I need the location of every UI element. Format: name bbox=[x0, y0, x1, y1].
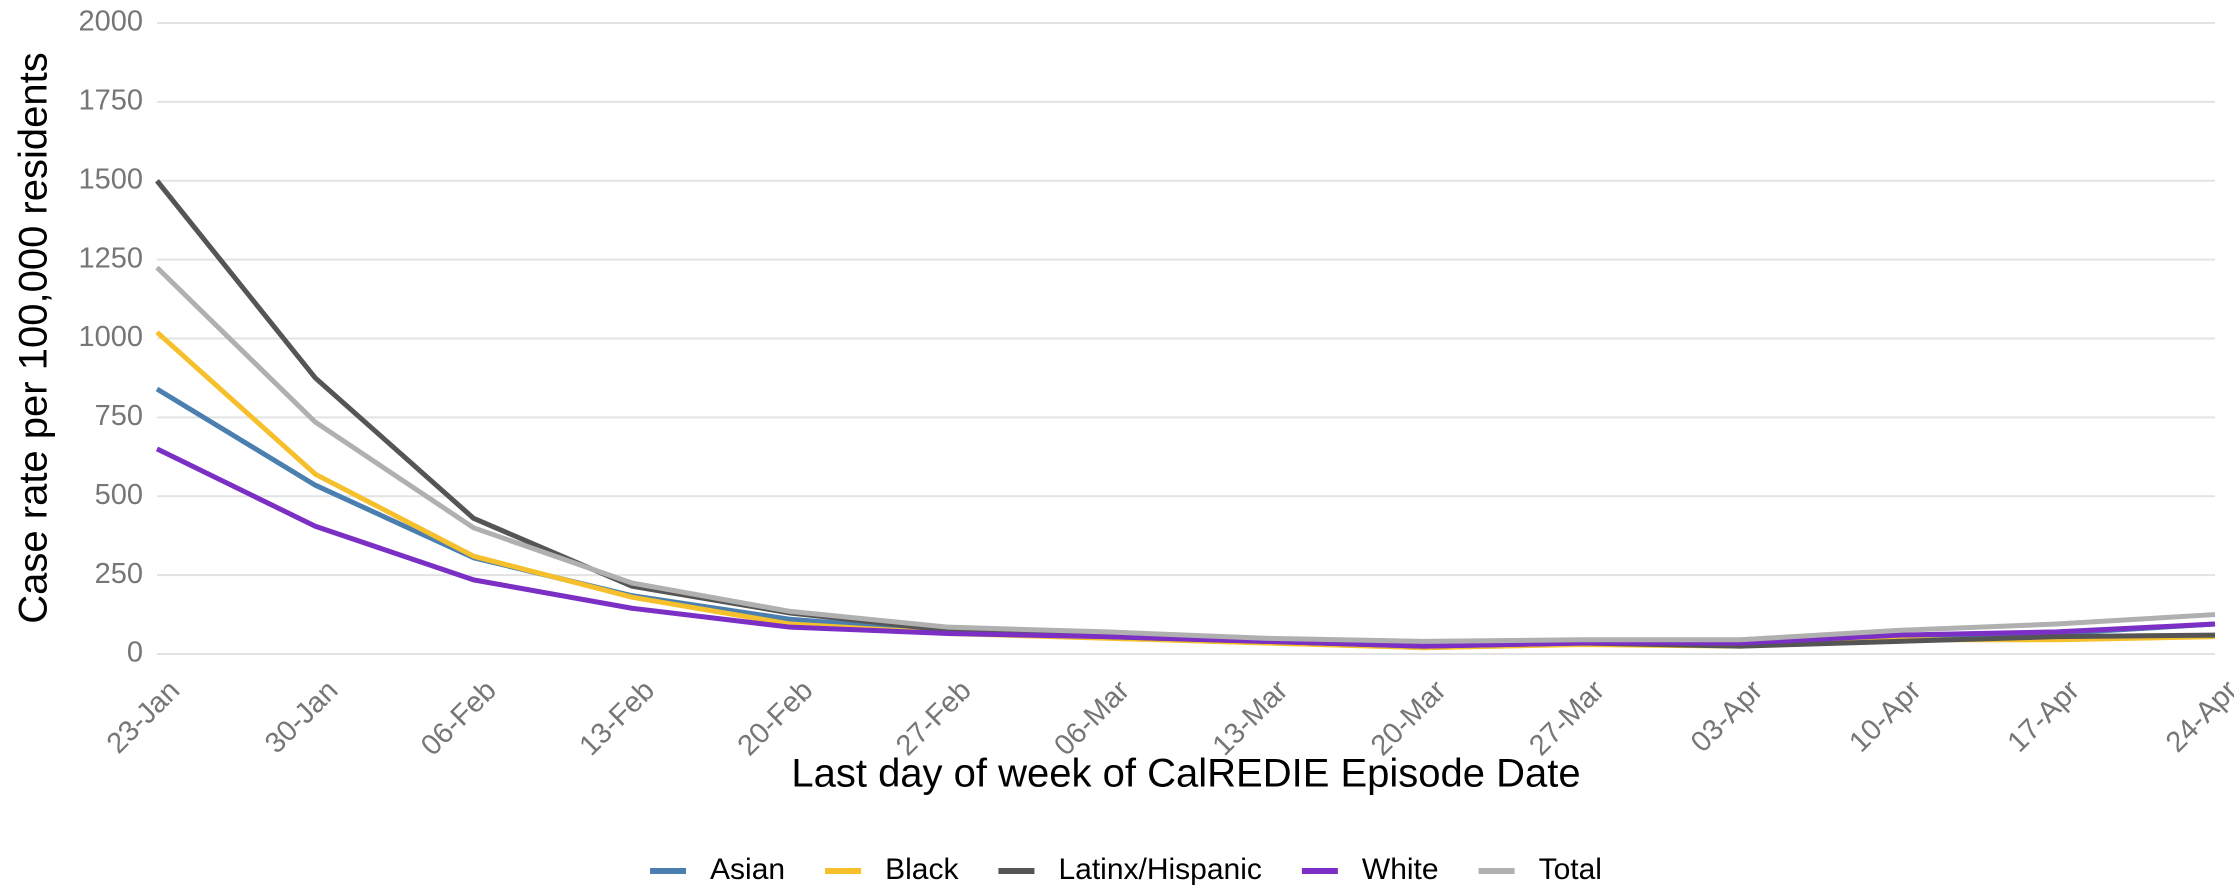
x-tick-label: 06-Feb bbox=[415, 674, 503, 762]
y-tick-label: 1000 bbox=[78, 321, 143, 353]
y-tick-label: 2000 bbox=[78, 6, 143, 38]
y-tick-label: 1500 bbox=[78, 163, 143, 195]
x-axis-title: Last day of week of CalREDIE Episode Dat… bbox=[791, 752, 1580, 796]
x-tick-label: 23-Jan bbox=[101, 674, 186, 759]
x-tick-label: 13-Mar bbox=[1207, 674, 1295, 762]
y-tick-label: 250 bbox=[95, 558, 143, 590]
y-tick-label: 1250 bbox=[78, 242, 143, 274]
line bbox=[155, 265, 2216, 644]
line bbox=[155, 386, 2216, 649]
x-tick-label: 17-Apr bbox=[2002, 674, 2086, 758]
x-tick-label: 03-Apr bbox=[1685, 674, 1769, 758]
line bbox=[155, 446, 2216, 649]
x-tick-label: 10-Apr bbox=[1843, 674, 1927, 758]
legend-label: Asian bbox=[710, 853, 785, 885]
legend: Asian Black Latinx/Hispanic White Total bbox=[650, 853, 1602, 885]
x-tick-label: 27-Mar bbox=[1523, 674, 1611, 762]
x-tick-label: 13-Feb bbox=[573, 674, 661, 762]
legend-label: Latinx/Hispanic bbox=[1058, 853, 1261, 885]
x-tick-label: 30-Jan bbox=[259, 674, 344, 759]
line bbox=[155, 330, 2216, 651]
legend-label: Total bbox=[1539, 853, 1602, 885]
y-tick-label: 1750 bbox=[78, 85, 143, 117]
x-tick-label: 27-Feb bbox=[890, 674, 978, 762]
x-tick-label: 06-Mar bbox=[1048, 674, 1136, 762]
legend-label: Black bbox=[885, 853, 959, 885]
x-tick-label: 20-Mar bbox=[1365, 674, 1453, 762]
y-tick-label: 0 bbox=[127, 637, 143, 669]
y-axis-title: Case rate per 100,000 residents bbox=[12, 52, 56, 623]
x-tick-label: 20-Feb bbox=[732, 674, 820, 762]
legend-label: White bbox=[1362, 853, 1439, 885]
x-tick-label: 24-Apr bbox=[2160, 674, 2234, 758]
y-tick-label: 500 bbox=[95, 479, 143, 511]
y-tick-label: 750 bbox=[95, 400, 143, 432]
